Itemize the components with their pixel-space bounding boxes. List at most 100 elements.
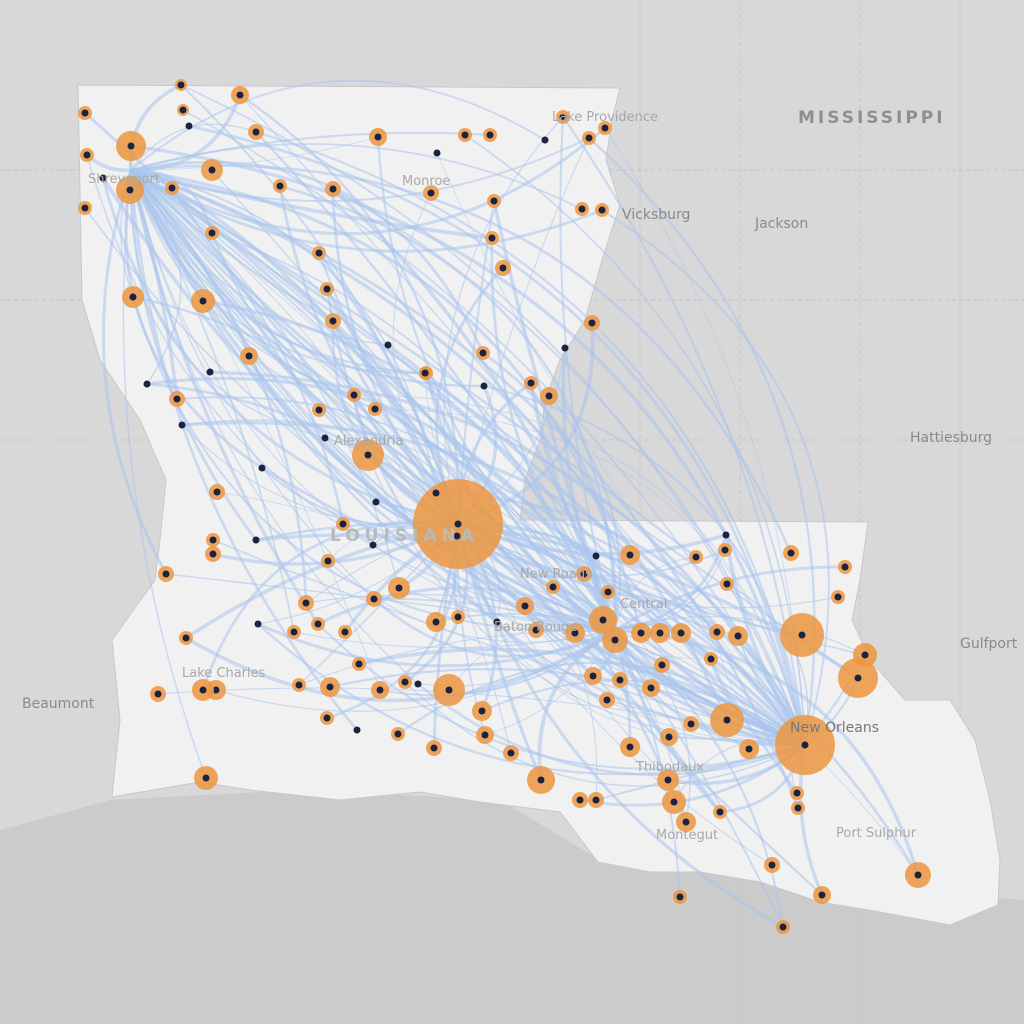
location-node[interactable] bbox=[713, 805, 727, 819]
location-node[interactable] bbox=[783, 545, 799, 561]
location-node[interactable] bbox=[689, 550, 703, 564]
location-node[interactable] bbox=[584, 315, 600, 331]
location-node[interactable] bbox=[764, 857, 780, 873]
location-node[interactable] bbox=[209, 484, 225, 500]
location-node[interactable] bbox=[78, 201, 92, 215]
location-node[interactable] bbox=[709, 624, 725, 640]
location-node[interactable] bbox=[368, 402, 382, 416]
location-dot[interactable] bbox=[414, 680, 422, 688]
location-node[interactable] bbox=[312, 403, 326, 417]
location-node[interactable] bbox=[116, 131, 146, 161]
location-node[interactable] bbox=[398, 675, 412, 689]
location-node[interactable] bbox=[388, 577, 410, 599]
location-node[interactable] bbox=[231, 86, 249, 104]
location-node[interactable] bbox=[206, 533, 220, 547]
location-dot[interactable] bbox=[252, 536, 260, 544]
location-node[interactable] bbox=[485, 231, 499, 245]
location-node[interactable] bbox=[426, 612, 446, 632]
location-node[interactable] bbox=[201, 159, 223, 181]
location-node[interactable] bbox=[718, 543, 732, 557]
location-node[interactable] bbox=[601, 585, 615, 599]
location-node[interactable] bbox=[662, 790, 686, 814]
location-node[interactable] bbox=[495, 260, 511, 276]
location-node[interactable] bbox=[620, 737, 640, 757]
location-node[interactable] bbox=[602, 627, 628, 653]
location-dot[interactable] bbox=[493, 618, 501, 626]
location-node[interactable] bbox=[790, 786, 804, 800]
location-dot[interactable] bbox=[453, 532, 461, 540]
location-node[interactable] bbox=[325, 313, 341, 329]
location-node[interactable] bbox=[325, 181, 341, 197]
location-node[interactable] bbox=[298, 595, 314, 611]
location-node[interactable] bbox=[503, 745, 519, 761]
location-node[interactable] bbox=[483, 128, 497, 142]
location-node[interactable] bbox=[528, 622, 544, 638]
location-node[interactable] bbox=[366, 591, 382, 607]
location-node[interactable] bbox=[710, 703, 744, 737]
location-node[interactable] bbox=[588, 792, 604, 808]
location-node[interactable] bbox=[676, 812, 696, 832]
location-node[interactable] bbox=[576, 566, 592, 582]
location-node[interactable] bbox=[205, 546, 221, 562]
location-node[interactable] bbox=[813, 886, 831, 904]
location-node[interactable] bbox=[524, 376, 538, 390]
location-node[interactable] bbox=[589, 606, 617, 634]
location-node[interactable] bbox=[150, 686, 166, 702]
location-node[interactable] bbox=[423, 185, 439, 201]
location-node[interactable] bbox=[540, 387, 558, 405]
location-node[interactable] bbox=[371, 681, 389, 699]
location-dot[interactable] bbox=[353, 726, 361, 734]
location-node[interactable] bbox=[352, 657, 366, 671]
location-dot[interactable] bbox=[254, 620, 262, 628]
location-node[interactable] bbox=[451, 610, 465, 624]
location-dot[interactable] bbox=[592, 552, 600, 560]
location-node[interactable] bbox=[116, 176, 144, 204]
location-node[interactable] bbox=[426, 740, 442, 756]
location-node[interactable] bbox=[599, 692, 615, 708]
location-node[interactable] bbox=[292, 678, 306, 692]
location-dot[interactable] bbox=[258, 464, 266, 472]
location-node[interactable] bbox=[673, 890, 687, 904]
location-dot[interactable] bbox=[480, 382, 488, 390]
location-node[interactable] bbox=[739, 739, 759, 759]
location-node[interactable] bbox=[158, 566, 174, 582]
location-node[interactable] bbox=[177, 104, 189, 116]
location-node[interactable] bbox=[312, 246, 326, 260]
location-node[interactable] bbox=[546, 580, 560, 594]
location-dot[interactable] bbox=[99, 174, 107, 182]
location-node[interactable] bbox=[671, 623, 691, 643]
location-node[interactable] bbox=[704, 652, 718, 666]
location-dot[interactable] bbox=[206, 368, 214, 376]
location-node[interactable] bbox=[556, 110, 570, 124]
location-node[interactable] bbox=[720, 577, 734, 591]
location-node[interactable] bbox=[516, 597, 534, 615]
location-node[interactable] bbox=[80, 148, 94, 162]
location-node[interactable] bbox=[336, 517, 350, 531]
location-node[interactable] bbox=[775, 715, 835, 775]
location-node[interactable] bbox=[311, 617, 325, 631]
location-node[interactable] bbox=[631, 623, 651, 643]
location-dot[interactable] bbox=[541, 136, 549, 144]
location-node[interactable] bbox=[192, 679, 214, 701]
location-dot[interactable] bbox=[178, 421, 186, 429]
location-dot[interactable] bbox=[369, 541, 377, 549]
location-node[interactable] bbox=[487, 194, 501, 208]
location-node[interactable] bbox=[321, 554, 335, 568]
location-dot[interactable] bbox=[143, 380, 151, 388]
location-node[interactable] bbox=[78, 106, 92, 120]
location-node[interactable] bbox=[179, 631, 193, 645]
location-node[interactable] bbox=[287, 625, 301, 639]
location-node[interactable] bbox=[391, 727, 405, 741]
location-node[interactable] bbox=[838, 658, 878, 698]
location-node[interactable] bbox=[620, 545, 640, 565]
location-node[interactable] bbox=[472, 701, 492, 721]
location-node[interactable] bbox=[419, 367, 431, 379]
location-node[interactable] bbox=[476, 726, 494, 744]
location-dot[interactable] bbox=[372, 498, 380, 506]
location-node[interactable] bbox=[595, 203, 609, 217]
location-node[interactable] bbox=[831, 590, 845, 604]
location-dot[interactable] bbox=[321, 434, 329, 442]
location-node[interactable] bbox=[476, 346, 490, 360]
location-node[interactable] bbox=[683, 716, 699, 732]
